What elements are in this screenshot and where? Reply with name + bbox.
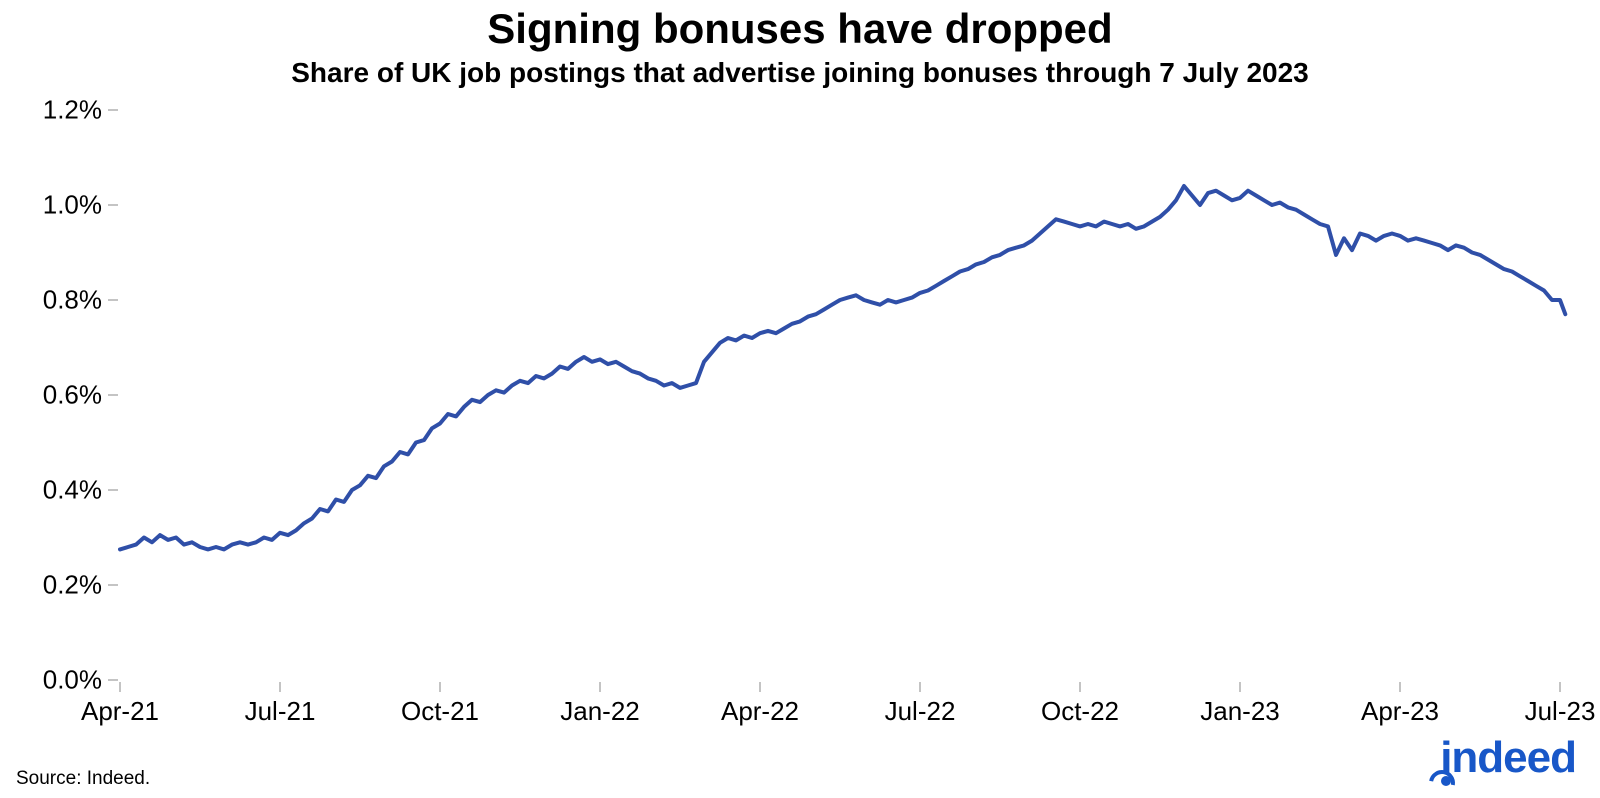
y-tick-label: 0.6% [0,380,102,411]
x-tick-label: Apr-21 [81,696,159,727]
line-series [120,186,1565,549]
y-tick-label: 1.2% [0,95,102,126]
source-caption: Source: Indeed. [16,768,150,790]
chart-container: Signing bonuses have dropped Share of UK… [0,0,1600,798]
chart-plot [0,0,1600,798]
y-tick-label: 0.8% [0,285,102,316]
x-tick-label: Apr-23 [1361,696,1439,727]
logo-text: indeed [1440,736,1576,780]
x-tick-label: Jul-23 [1525,696,1596,727]
indeed-logo: indeed [1437,736,1576,780]
x-tick-label: Jul-21 [245,696,316,727]
x-tick-label: Jan-23 [1200,696,1280,727]
x-tick-label: Apr-22 [721,696,799,727]
x-tick-label: Oct-22 [1041,696,1119,727]
y-tick-label: 0.0% [0,665,102,696]
x-tick-label: Oct-21 [401,696,479,727]
x-tick-label: Jan-22 [560,696,640,727]
y-tick-label: 0.4% [0,475,102,506]
x-tick-label: Jul-22 [885,696,956,727]
y-tick-label: 0.2% [0,570,102,601]
y-tick-label: 1.0% [0,190,102,221]
